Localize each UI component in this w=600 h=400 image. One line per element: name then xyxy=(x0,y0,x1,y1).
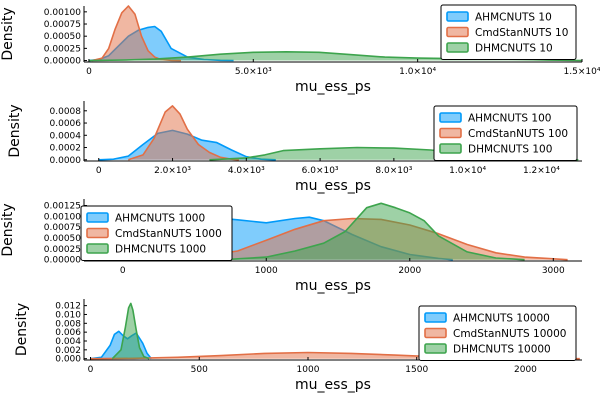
y-tick-label: 0.00075 xyxy=(44,223,81,233)
y-tick-label: 0.012 xyxy=(55,302,81,312)
y-tick-label: 0.00050 xyxy=(44,32,81,42)
y-tick-label: 0.00100 xyxy=(44,8,81,18)
legend-box xyxy=(80,205,233,261)
x-tick-label: 0 xyxy=(88,365,94,375)
x-tick-label: 6.0×10³ xyxy=(302,166,339,176)
legend: AHMCNUTS 10000 CmdStanNUTS 10000 DHMCNUTS … xyxy=(418,305,577,361)
y-tick-label: 0.00100 xyxy=(44,212,81,222)
series-area-3-3 xyxy=(223,203,525,260)
y-tick-label: 0.010 xyxy=(55,310,81,320)
series-area-2-2 xyxy=(128,105,239,160)
legend-swatch xyxy=(439,112,462,123)
legend-swatch xyxy=(439,143,462,154)
x-tick-label: 2000 xyxy=(514,365,537,375)
legend: AHMCNUTS 1000 CmdStanNUTS 1000 DHMCNUTS 10… xyxy=(80,205,233,261)
x-tick-label: 5.0×10³ xyxy=(235,67,272,77)
y-tick-label: 0.00050 xyxy=(44,234,81,244)
series-area-4-2 xyxy=(90,352,580,359)
legend-swatch xyxy=(446,26,469,38)
x-tick-label: 1500 xyxy=(405,365,428,375)
series-area-1-2 xyxy=(92,6,181,61)
legend-box xyxy=(418,305,577,361)
legend-label: CmdStanNUTS 1000 xyxy=(115,228,222,240)
panel-2: 0 2.0×10³ 4.0×10³ 6.0×10³ 8.0×10³ 1.0×10⁴ 1.2×… xyxy=(7,101,582,194)
y-tick-label: 0.0000 xyxy=(50,156,82,166)
legend-swatch xyxy=(86,227,109,239)
y-tick-label: 0.0002 xyxy=(50,144,82,154)
y-tick-label: 0.00000 xyxy=(44,57,81,67)
y-tick-label: 0.004 xyxy=(55,337,81,347)
panel-4: 0 500 1000 1500 2000 0.0000.0020.0040.0060.00… xyxy=(14,299,582,393)
x-axis-title: mu_ess_ps xyxy=(295,178,371,194)
legend-swatch xyxy=(424,343,447,354)
x-axis-title: mu_ess_ps xyxy=(295,377,371,393)
y-tick-label: 0.008 xyxy=(55,319,81,329)
y-tick-label: 0.00075 xyxy=(44,20,81,30)
y-tick-label: 0.00000 xyxy=(44,256,81,266)
series-line-2-2 xyxy=(128,105,239,161)
series-line-3-3 xyxy=(223,202,525,261)
legend-swatch xyxy=(86,243,109,254)
y-axis-title: Density xyxy=(14,303,30,356)
legend-box xyxy=(433,105,578,161)
legend-label: AHMCNUTS 10 xyxy=(475,12,552,24)
x-tick-label: 3000 xyxy=(542,266,565,276)
legend-swatch xyxy=(439,127,462,139)
series-line-4-3 xyxy=(111,302,150,360)
legend-label: AHMCNUTS 1000 xyxy=(115,213,205,225)
y-axis-title: Density xyxy=(0,7,16,60)
legend-swatch xyxy=(446,42,469,53)
series-area-4-3 xyxy=(112,303,150,359)
legend-box xyxy=(440,4,577,60)
y-tick-label: 0.00025 xyxy=(44,245,81,255)
x-tick-label: 1000 xyxy=(255,266,278,276)
x-tick-label: 4.0×10³ xyxy=(228,166,265,176)
legend-swatch xyxy=(446,11,469,22)
y-tick-label: 0.002 xyxy=(55,346,81,356)
legend: AHMCNUTS 10 CmdStanNUTS 10 DHMCNUTS 10 xyxy=(440,4,577,60)
legend-label: AHMCNUTS 100 xyxy=(468,113,551,125)
y-axis-title: Density xyxy=(7,104,23,157)
y-axis-title: Density xyxy=(0,203,16,256)
x-tick-label: 2.0×10³ xyxy=(154,166,191,176)
legend-swatch xyxy=(424,327,447,339)
x-tick-label: 2000 xyxy=(398,266,421,276)
legend-label: CmdStanNUTS 10000 xyxy=(453,328,566,340)
legend-label: AHMCNUTS 10000 xyxy=(453,313,550,325)
legend-label: CmdStanNUTS 100 xyxy=(468,128,568,140)
x-axis-title: mu_ess_ps xyxy=(295,278,371,294)
y-tick-label: 0.00025 xyxy=(44,44,81,54)
y-tick-label: 0.0008 xyxy=(50,107,82,117)
x-tick-label: 0 xyxy=(86,67,92,77)
legend-label: DHMCNUTS 10 xyxy=(475,43,553,55)
y-tick-label: 0.0004 xyxy=(50,131,82,141)
legend-label: DHMCNUTS 10000 xyxy=(453,344,551,356)
panel-3: 0 1000 2000 3000 0.000000.000250.000500.0007… xyxy=(0,199,582,294)
x-tick-label: 1000 xyxy=(297,365,320,375)
x-tick-label: 1.0×10⁴ xyxy=(399,67,436,77)
legend-swatch xyxy=(86,212,109,223)
y-tick-label: 0.00125 xyxy=(44,202,81,212)
y-tick-label: 0.0006 xyxy=(50,119,82,129)
x-tick-label: 0 xyxy=(120,266,126,276)
y-tick-label: 0.000 xyxy=(55,355,81,365)
y-tick-label: 0.006 xyxy=(55,328,81,338)
legend-label: DHMCNUTS 100 xyxy=(468,144,552,156)
series-area-1-3 xyxy=(88,51,583,61)
x-tick-label: 1.0×10⁴ xyxy=(449,166,486,176)
x-tick-label: 1.5×10⁴ xyxy=(564,67,600,77)
legend-swatch xyxy=(424,312,447,323)
legend-label: DHMCNUTS 1000 xyxy=(115,244,206,256)
x-tick-label: 500 xyxy=(191,365,208,375)
legend: AHMCNUTS 100 CmdStanNUTS 100 DHMCNUTS 100 xyxy=(433,105,578,161)
x-axis-title: mu_ess_ps xyxy=(295,79,371,95)
x-tick-label: 0 xyxy=(96,166,102,176)
panel-1: 0 5.0×10³ 1.0×10⁴ 1.5×10⁴ 0.00000 0.00025 0.00… xyxy=(0,4,600,95)
x-tick-label: 8.0×10³ xyxy=(375,166,412,176)
x-tick-label: 1.2×10⁴ xyxy=(523,166,560,176)
legend-label: CmdStanNUTS 10 xyxy=(475,27,568,39)
